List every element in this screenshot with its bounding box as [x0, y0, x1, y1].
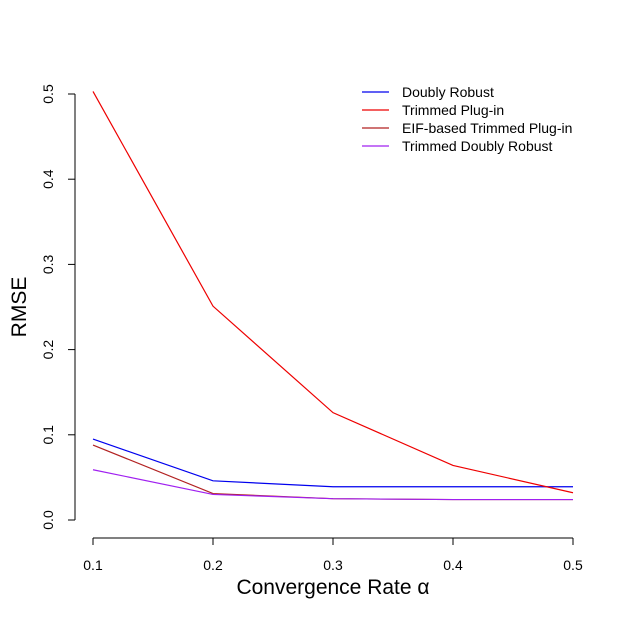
legend-label: Trimmed Doubly Robust	[402, 138, 553, 154]
y-tick-label: 0.0	[40, 510, 56, 530]
y-axis-title: RMSE	[8, 277, 31, 338]
series-line-2	[92, 444, 573, 501]
legend: Doubly Robust Trimmed Plug-in EIF-based Tr…	[362, 84, 572, 154]
x-tick-label: 0.5	[563, 557, 583, 573]
x-axis-title: Convergence Rate α	[236, 576, 429, 599]
y-tick-label: 0.3	[40, 254, 56, 274]
x-tick-label: 0.1	[83, 557, 103, 573]
y-tick-label: 0.1	[40, 425, 56, 445]
series-line-3	[92, 469, 573, 501]
x-tick-label: 0.2	[203, 557, 223, 573]
legend-label: Doubly Robust	[402, 84, 494, 100]
plot-lines	[92, 91, 574, 501]
legend-label: Trimmed Plug-in	[402, 102, 504, 118]
legend-label: EIF-based Trimmed Plug-in	[402, 120, 572, 136]
y-axis: 0.0 0.1 0.2 0.3 0.4 0.5	[40, 84, 76, 530]
x-axis: 0.1 0.2 0.3 0.4 0.5	[83, 537, 583, 573]
x-tick-label: 0.4	[443, 557, 463, 573]
series-line-1	[92, 91, 574, 494]
y-tick-label: 0.2	[40, 340, 56, 360]
x-tick-label: 0.3	[323, 557, 343, 573]
series-line-0	[92, 438, 573, 488]
y-tick-label: 0.5	[40, 84, 56, 104]
y-tick-label: 0.4	[40, 169, 56, 189]
